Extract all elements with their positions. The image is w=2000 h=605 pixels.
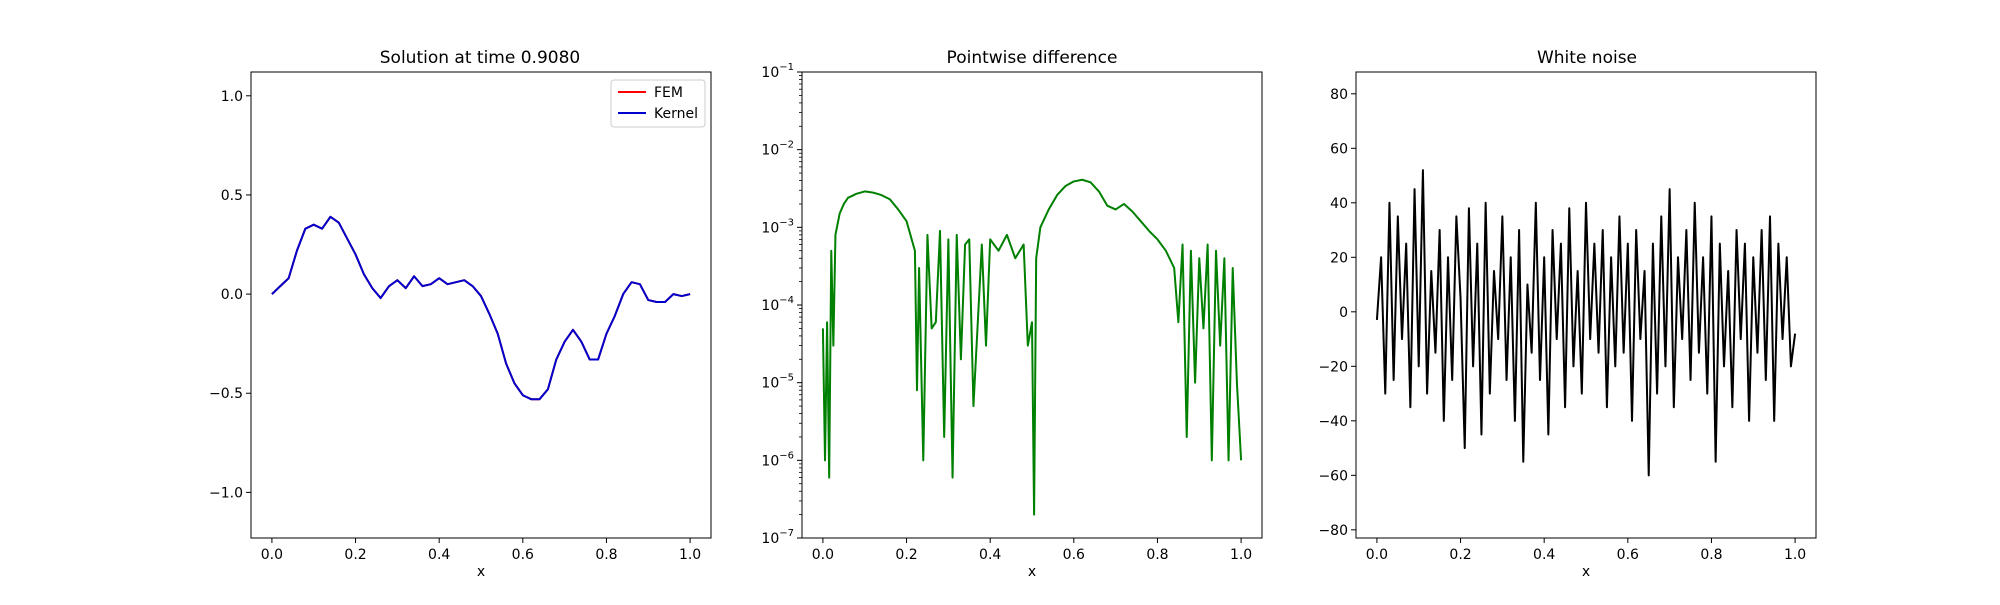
y-tick-label: 0 bbox=[1339, 305, 1348, 321]
chart-title: Pointwise difference bbox=[947, 48, 1118, 68]
x-tick-label: 0.6 bbox=[512, 547, 534, 563]
x-tick-label: 0.2 bbox=[1449, 547, 1471, 563]
y-tick-label: 0.5 bbox=[221, 188, 243, 204]
x-axis-label: x bbox=[1582, 564, 1590, 580]
series-lines bbox=[271, 215, 691, 401]
panel-solution: Solution at time 0.9080 0.0 0.2 0.4 0.6 0.8 1… bbox=[209, 48, 712, 580]
x-tick-label: 0.8 bbox=[595, 547, 617, 563]
y-ticks: 1.0 0.5 0.0 −0.5 −1.0 bbox=[209, 89, 251, 501]
y-tick-label: −40 bbox=[1318, 414, 1348, 430]
y-tick-label: −60 bbox=[1318, 468, 1348, 484]
y-tick-label: 10−3 bbox=[761, 217, 794, 236]
x-tick-label: 1.0 bbox=[1230, 547, 1252, 563]
chart-title: Solution at time 0.9080 bbox=[380, 48, 580, 68]
y-ticks: 80 60 40 20 0 −20 −40 −60 −80 bbox=[1318, 87, 1356, 539]
x-tick-label: 0.2 bbox=[344, 547, 366, 563]
y-tick-label: 60 bbox=[1330, 141, 1348, 157]
x-tick-label: 0.0 bbox=[261, 547, 283, 563]
x-ticks: 0.0 0.2 0.4 0.6 0.8 1.0 bbox=[1366, 538, 1806, 563]
y-tick-label: −0.5 bbox=[209, 386, 243, 402]
x-tick-label: 0.4 bbox=[428, 547, 450, 563]
x-tick-label: 0.6 bbox=[1617, 547, 1639, 563]
series-lines bbox=[821, 178, 1243, 516]
series-lines bbox=[1375, 169, 1797, 477]
y-tick-label: −20 bbox=[1318, 359, 1348, 375]
y-tick-label: 10−5 bbox=[761, 373, 794, 392]
y-tick-label: 10−6 bbox=[761, 450, 794, 469]
x-ticks: 0.0 0.2 0.4 0.6 0.8 1.0 bbox=[261, 538, 701, 563]
series-line-kernel bbox=[271, 215, 691, 401]
series-line-series-0 bbox=[1375, 169, 1797, 477]
x-tick-label: 0.4 bbox=[1533, 547, 1555, 563]
y-tick-label: 1.0 bbox=[221, 89, 243, 105]
x-ticks: 0.0 0.2 0.4 0.6 0.8 1.0 bbox=[812, 538, 1252, 563]
legend: FEM Kernel bbox=[610, 79, 706, 128]
y-tick-label: 10−2 bbox=[761, 140, 794, 159]
x-tick-label: 0.2 bbox=[895, 547, 917, 563]
chart-title: White noise bbox=[1537, 48, 1637, 68]
y-ticks: 10−1 10−2 10−3 10−4 10−5 10−6 10−7 bbox=[761, 62, 802, 547]
series-line-series-0 bbox=[821, 178, 1243, 516]
panel-pointwise-difference: Pointwise difference 0.0 0.2 0.4 0.6 0.8 1.0 … bbox=[761, 48, 1263, 580]
x-tick-label: 0.8 bbox=[1700, 547, 1722, 563]
x-tick-label: 0.0 bbox=[1366, 547, 1388, 563]
x-tick-label: 1.0 bbox=[679, 547, 701, 563]
x-tick-label: 0.8 bbox=[1146, 547, 1168, 563]
plot-frame bbox=[1355, 71, 1817, 539]
y-tick-label: −1.0 bbox=[209, 485, 243, 501]
legend-entry-fem: FEM bbox=[654, 85, 683, 101]
x-tick-label: 1.0 bbox=[1784, 547, 1806, 563]
y-tick-label: 0.0 bbox=[221, 287, 243, 303]
y-tick-label: −80 bbox=[1318, 523, 1348, 539]
x-axis-label: x bbox=[477, 564, 485, 580]
y-tick-label: 10−1 bbox=[761, 62, 794, 81]
panel-white-noise: White noise 0.0 0.2 0.4 0.6 0.8 1.0 80 60 40 20 0… bbox=[1318, 48, 1817, 580]
y-tick-label: 20 bbox=[1330, 250, 1348, 266]
y-tick-label: 40 bbox=[1330, 196, 1348, 212]
x-axis-label: x bbox=[1028, 564, 1036, 580]
x-tick-label: 0.4 bbox=[979, 547, 1001, 563]
y-tick-label: 80 bbox=[1330, 87, 1348, 103]
plot-frame bbox=[250, 71, 712, 539]
y-tick-label: 10−4 bbox=[761, 295, 794, 314]
y-tick-label: 10−7 bbox=[761, 528, 794, 547]
x-tick-label: 0.6 bbox=[1063, 547, 1085, 563]
legend-entry-kernel: Kernel bbox=[654, 106, 698, 122]
x-tick-label: 0.0 bbox=[812, 547, 834, 563]
